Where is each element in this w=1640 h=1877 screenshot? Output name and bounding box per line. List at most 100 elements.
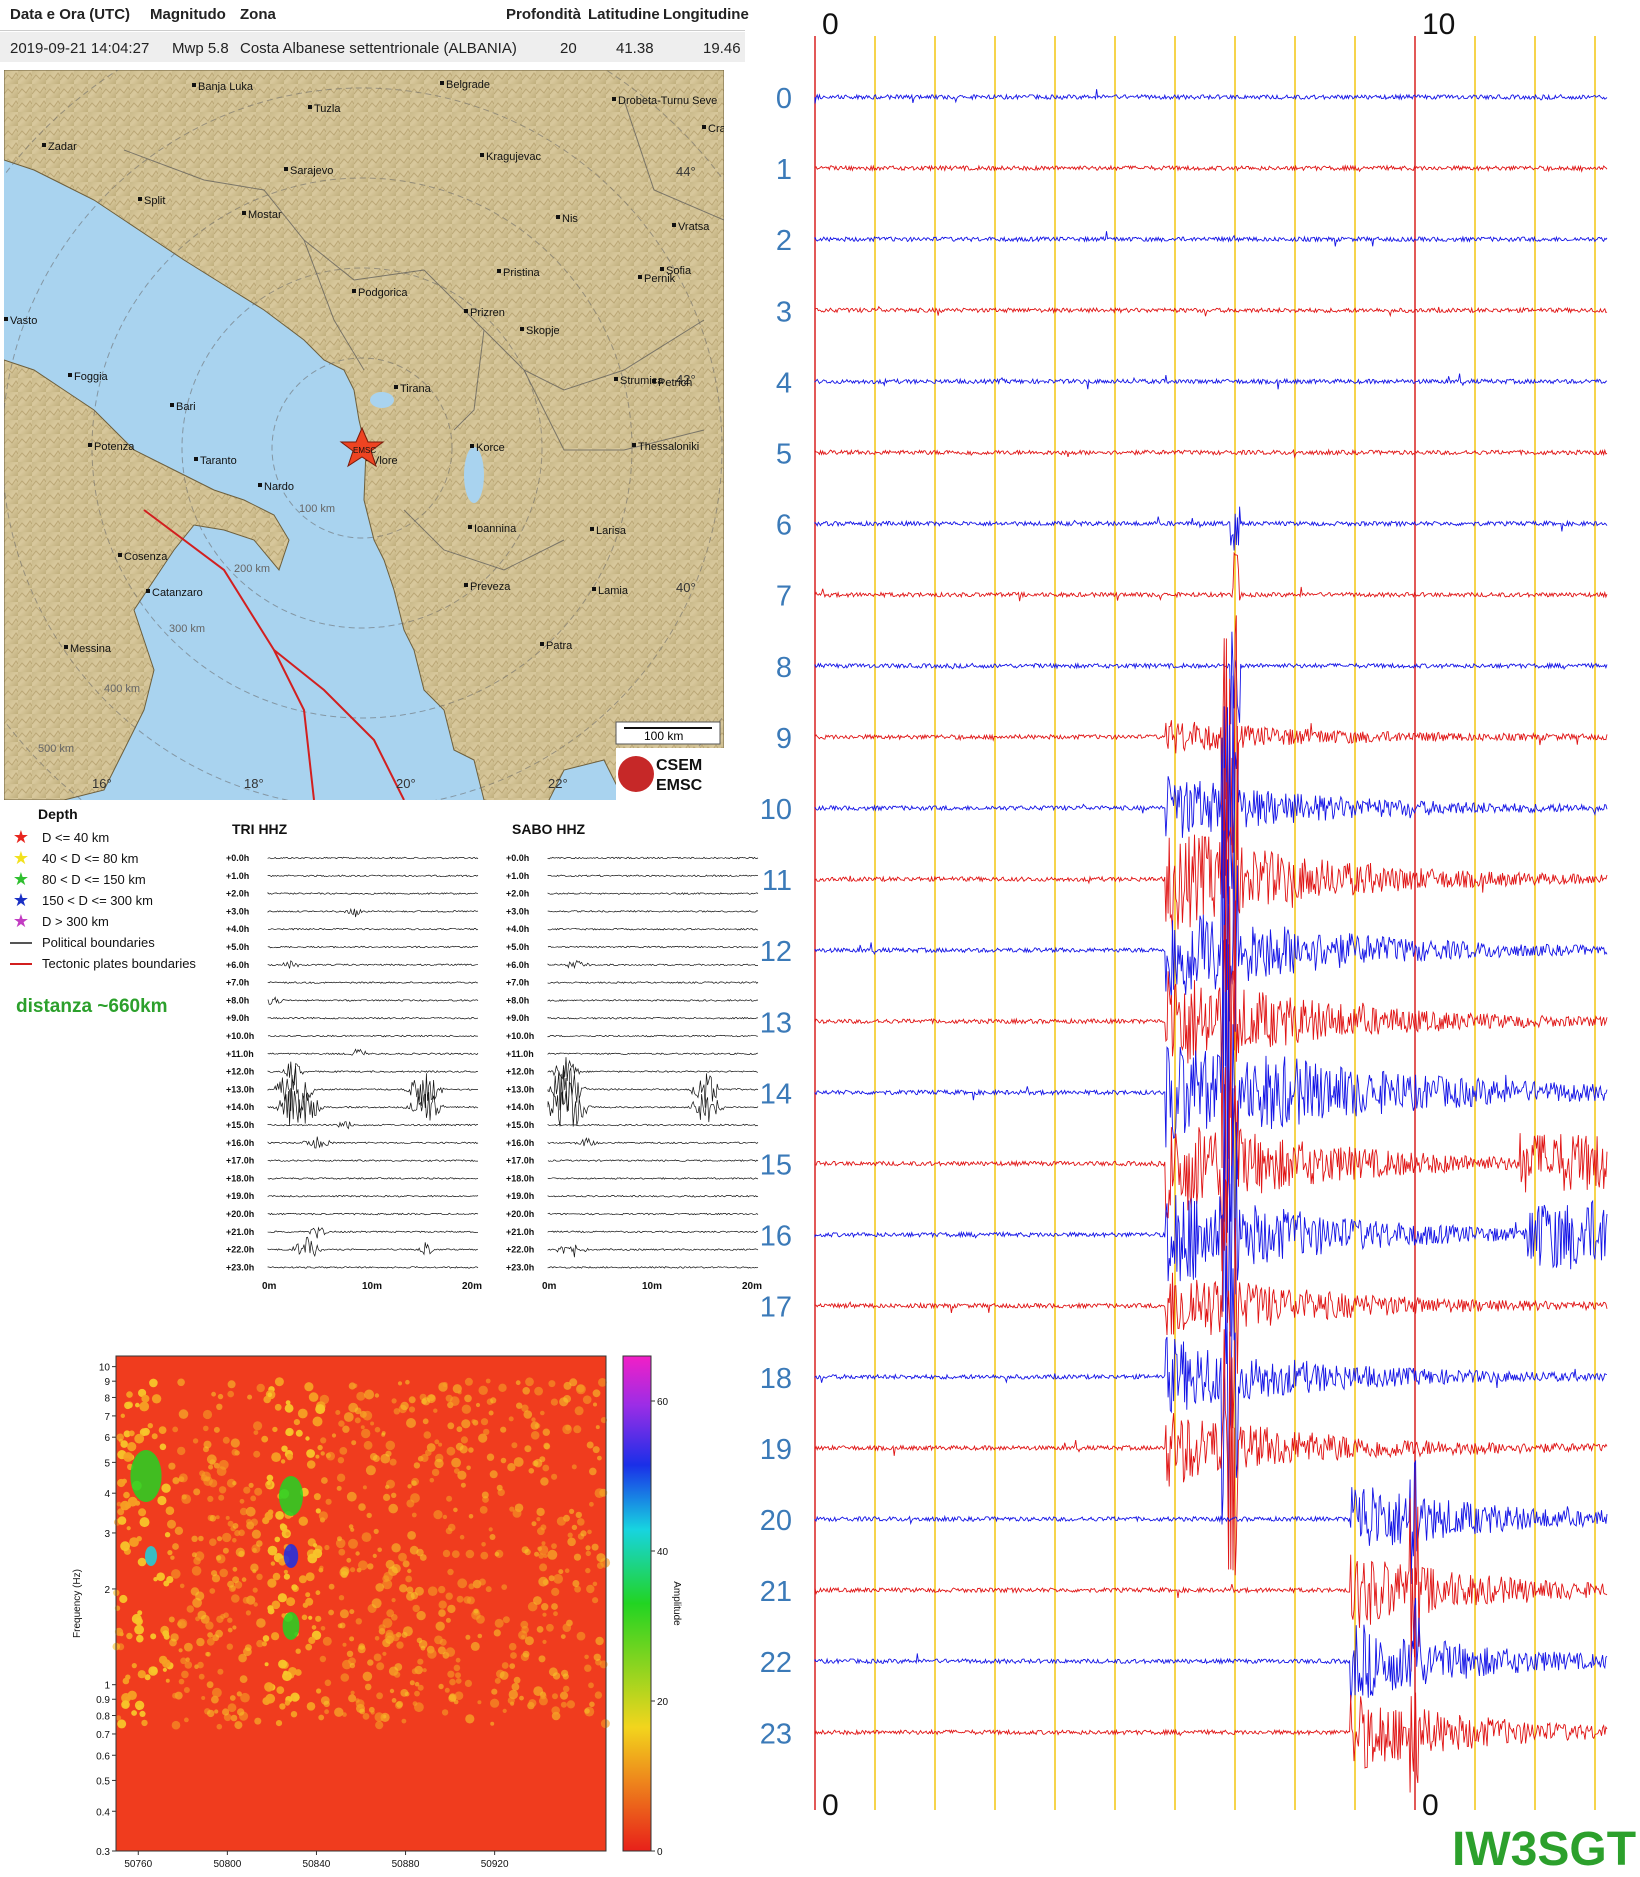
hour-label: +4.0h (506, 924, 529, 934)
spectro-speckle (533, 1596, 542, 1605)
city-label: Sofia (666, 265, 692, 277)
spectro-speckle (168, 1462, 176, 1470)
legend-label: 80 < D <= 150 km (42, 872, 146, 887)
spectro-speckle (551, 1543, 557, 1549)
spectro-speckle (536, 1517, 541, 1522)
hour-label: +14.0h (226, 1102, 254, 1112)
spectro-speckle (542, 1612, 547, 1617)
city-marker (170, 403, 174, 407)
spectro-speckle (131, 1710, 137, 1716)
spectro-speckle (267, 1392, 273, 1398)
spectro-speckle (338, 1595, 345, 1601)
spectro-speckle (585, 1550, 591, 1557)
spectro-speckle (494, 1618, 504, 1628)
colorbar (622, 1355, 652, 1852)
seismic-trace (814, 1245, 1608, 1525)
seismic-trace (814, 939, 1608, 1233)
spectro-speckle (207, 1495, 214, 1502)
spectro-speckle (575, 1384, 586, 1395)
spectro-speckle (417, 1684, 424, 1691)
spectro-speckle (215, 1555, 222, 1561)
spectro-speckle (523, 1410, 533, 1419)
spectro-speckle (489, 1534, 496, 1540)
spectro-speckle (201, 1696, 206, 1700)
spectro-speckle (370, 1453, 378, 1461)
trace-line (267, 891, 478, 895)
spectro-speckle (407, 1484, 412, 1489)
spectro-speckle (305, 1592, 311, 1598)
spectro-speckle (414, 1586, 424, 1596)
line-icon (10, 963, 32, 965)
spectro-speckle (562, 1685, 570, 1693)
spectro-speckle (270, 1561, 276, 1566)
spectro-speckle (253, 1430, 259, 1435)
trace-line (547, 1137, 759, 1147)
spectro-speckle (465, 1634, 471, 1640)
city-marker (592, 587, 596, 591)
trace-line (547, 1212, 759, 1216)
row-label: 12 (760, 936, 792, 968)
spectro-speckle (222, 1547, 229, 1554)
spectro-speckle (196, 1637, 205, 1647)
spectro-speckle (142, 1427, 150, 1436)
row-label: 7 (776, 581, 792, 613)
spectro-speckle (231, 1448, 239, 1456)
spectro-speckle (366, 1512, 372, 1519)
star-icon: ★ (12, 848, 30, 868)
spectro-speckle (295, 1648, 301, 1654)
spectro-peak (279, 1476, 303, 1516)
city-label: Pernik (644, 273, 676, 285)
hour-label: +21.0h (226, 1227, 254, 1237)
row-label: 20 (760, 1505, 792, 1537)
spectro-speckle (174, 1526, 184, 1535)
spectro-speckle (276, 1686, 285, 1694)
header-date: Data e Ora (UTC) (10, 6, 131, 23)
spectro-speckle (305, 1572, 315, 1582)
spectro-speckle (567, 1537, 576, 1547)
hour-label: +3.0h (226, 906, 249, 916)
spectro-speckle (511, 1683, 520, 1691)
spectro-speckle (538, 1576, 549, 1587)
y-tick-label: 4 (104, 1489, 110, 1500)
spectro-speckle (279, 1703, 286, 1710)
spectro-speckle (542, 1639, 547, 1644)
spectro-speckle (216, 1615, 224, 1623)
spectro-speckle (238, 1653, 247, 1663)
spectro-speckle (538, 1696, 548, 1706)
seismic-trace (814, 1084, 1608, 1365)
spectro-speckle (490, 1698, 500, 1708)
spectro-speckle (373, 1528, 379, 1534)
spectro-speckle (134, 1624, 144, 1635)
spectro-speckle (254, 1487, 263, 1496)
spectro-speckle (372, 1553, 377, 1558)
trace-line (267, 996, 479, 1005)
spectro-speckle (438, 1609, 446, 1617)
spectro-speckle (177, 1621, 182, 1627)
city-label: Podgorica (358, 287, 408, 299)
spectro-speckle (285, 1531, 290, 1536)
event-table-header: Data e Ora (UTC) Magnitudo Zona Profondi… (0, 0, 749, 31)
spectro-speckle (464, 1679, 472, 1687)
spectro-speckle (559, 1691, 569, 1700)
spectro-speckle (230, 1438, 240, 1448)
spectro-speckle (199, 1470, 206, 1477)
spectro-speckle (374, 1712, 384, 1722)
spectro-speckle (211, 1570, 218, 1577)
spectro-speckle (358, 1503, 366, 1511)
spectro-speckle (245, 1506, 256, 1517)
lake-ohrid (464, 447, 484, 503)
hour-label: +8.0h (226, 995, 249, 1005)
spectro-speckle (457, 1578, 468, 1589)
spectro-speckle (242, 1596, 250, 1604)
lon-label: 18° (244, 776, 264, 791)
spectro-speckle (339, 1609, 349, 1619)
trace-line (547, 1194, 759, 1198)
trace-line (267, 1065, 479, 1114)
spectro-speckle (539, 1563, 548, 1572)
seismic-trace (814, 725, 1608, 1014)
spectro-speckle (421, 1398, 427, 1405)
row-label: 0 (776, 83, 792, 115)
city-marker (480, 153, 484, 157)
spectro-speckle (324, 1679, 332, 1687)
